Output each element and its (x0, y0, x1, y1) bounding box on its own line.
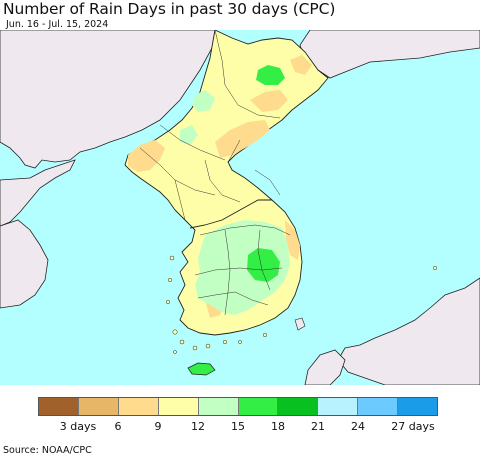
legend-swatch (78, 398, 119, 415)
legend-bar (38, 397, 438, 416)
dmz-border (189, 199, 272, 229)
rain-days-map (0, 30, 480, 385)
legend-label: 21 (311, 420, 325, 433)
nk-green-north (192, 90, 215, 112)
legend-labels: 3 days 6 9 12 15 18 21 24 27 days (0, 420, 480, 434)
nk-orange-north (250, 90, 288, 112)
legend-swatch (238, 398, 279, 415)
source-credit: Source: NOAA/CPC (3, 445, 92, 456)
nk-green-central (180, 125, 198, 145)
jeju-island (187, 362, 216, 376)
japan-land (337, 277, 480, 385)
sk-orange-east (285, 220, 300, 260)
small-islands (165, 255, 438, 354)
china-south (0, 219, 49, 309)
legend-label: 27 days (391, 420, 435, 433)
legend-label: 24 (351, 420, 365, 433)
japan-kyushu (304, 349, 346, 385)
legend-swatch (318, 398, 359, 415)
province-borders (139, 30, 291, 316)
nk-orange-west (128, 140, 165, 172)
legend-swatch (278, 398, 319, 415)
legend-label: 6 (114, 420, 122, 433)
nk-orange-central (215, 120, 270, 158)
nk-bright-green (256, 65, 285, 85)
china-land (0, 30, 216, 169)
legend-swatch (398, 398, 438, 415)
sk-green-region (195, 220, 290, 315)
legend-swatch (39, 398, 79, 415)
legend-label: 3 days (59, 420, 97, 433)
japan-island-small (294, 317, 306, 331)
map-title: Number of Rain Days in past 30 days (CPC… (3, 0, 336, 18)
sk-bright-green (247, 248, 280, 282)
china-peninsula (0, 159, 76, 227)
legend-swatch (358, 398, 399, 415)
nk-orange-east (290, 55, 312, 75)
legend-swatch (198, 398, 239, 415)
legend-label: 15 (231, 420, 245, 433)
legend-swatch (158, 398, 199, 415)
legend-swatch (118, 398, 159, 415)
map-subtitle: Jun. 16 - Jul. 15, 2024 (6, 19, 109, 30)
legend-label: 12 (191, 420, 205, 433)
legend-label: 9 (154, 420, 162, 433)
legend-label: 18 (271, 420, 285, 433)
